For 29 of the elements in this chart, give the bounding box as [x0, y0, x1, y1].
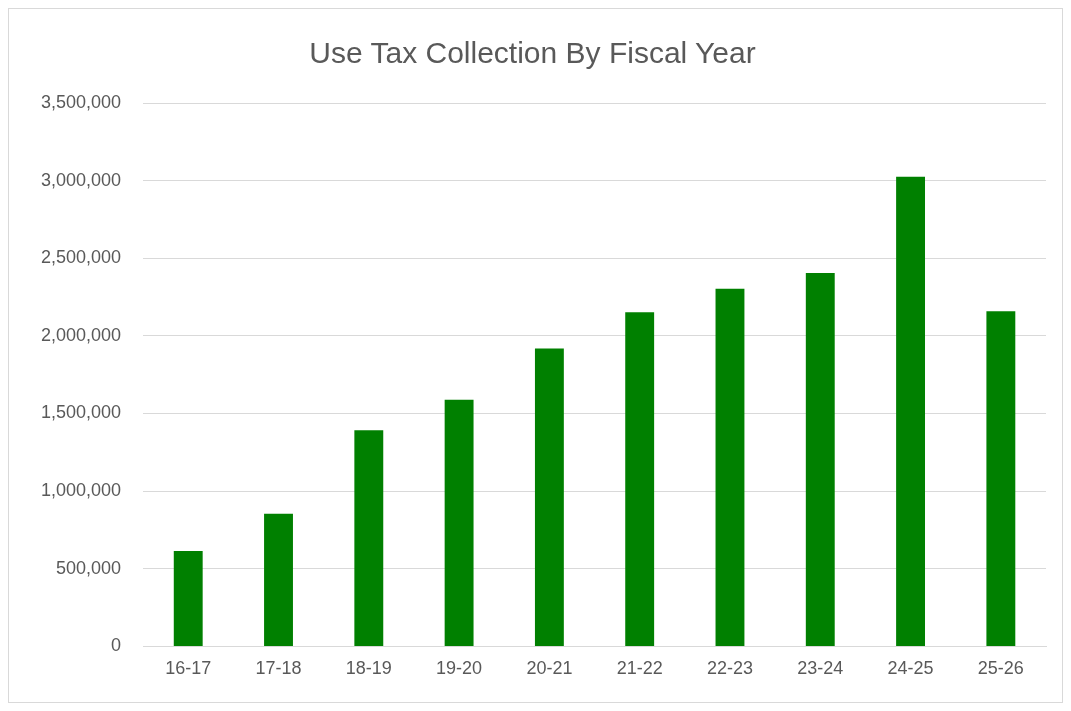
y-tick-label: 500,000	[56, 557, 122, 578]
bar	[173, 551, 203, 646]
y-tick-label: 3,500,000	[41, 91, 122, 112]
x-tick-label: 23-24	[797, 658, 844, 679]
chart-title: Use Tax Collection By Fiscal Year	[309, 36, 756, 70]
y-tick-label: 2,500,000	[41, 247, 122, 268]
bar	[715, 288, 745, 646]
x-tick-label: 24-25	[887, 658, 934, 679]
x-tick-label: 22-23	[706, 658, 753, 679]
x-tick-label: 19-20	[436, 658, 483, 679]
x-tick-label: 21-22	[616, 658, 663, 679]
bar	[534, 348, 564, 646]
x-tick-label: 25-26	[977, 658, 1024, 679]
x-tick-label: 17-18	[255, 658, 302, 679]
y-tick-label: 0	[111, 635, 122, 656]
bar	[896, 176, 926, 646]
x-tick-label: 20-21	[526, 658, 573, 679]
bar	[805, 273, 835, 646]
bar	[625, 312, 655, 646]
y-tick-label: 1,000,000	[41, 480, 122, 501]
x-tick-label: 18-19	[345, 658, 392, 679]
bar	[354, 430, 384, 646]
bar	[444, 399, 474, 646]
bar	[264, 513, 293, 646]
y-tick-label: 2,000,000	[41, 324, 122, 345]
bar	[986, 311, 1016, 646]
y-tick-label: 3,000,000	[41, 169, 122, 190]
y-tick-label: 1,500,000	[41, 402, 122, 423]
x-tick-label: 16-17	[165, 658, 212, 679]
